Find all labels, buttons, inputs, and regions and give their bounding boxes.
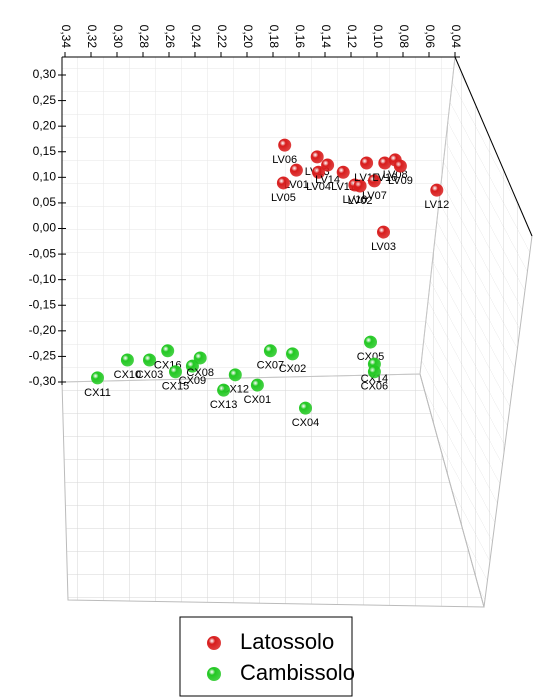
y-tick-label: -0,30 [29, 374, 57, 388]
points: LV06LV01LV05LV13LV04LV14LV11LV10LV02LV15… [84, 138, 449, 429]
point-label: CX02 [279, 363, 307, 375]
point-label: LV06 [272, 154, 297, 166]
point [360, 156, 374, 170]
point [263, 344, 277, 358]
y-tick-label: 0,20 [33, 118, 57, 132]
point [393, 159, 407, 173]
point-label: CX08 [186, 367, 214, 379]
point [193, 351, 207, 365]
point [217, 383, 231, 397]
point-label: LV03 [371, 241, 396, 253]
point [250, 378, 264, 392]
point [430, 183, 444, 197]
point [91, 371, 104, 385]
point [378, 156, 392, 170]
y-tick-label: 0,15 [33, 144, 57, 158]
point [364, 335, 377, 349]
point [353, 179, 367, 193]
point-label: LV07 [362, 190, 387, 202]
x-tick-label: 0,30 [111, 25, 125, 49]
legend-marker [207, 667, 221, 681]
point-label: LV01 [284, 179, 309, 191]
point [120, 353, 134, 367]
point-label: LV10 [342, 194, 367, 206]
x-tick-label: 0,18 [267, 25, 281, 49]
x-tick-label: 0,08 [397, 25, 411, 49]
point [161, 344, 175, 358]
point [377, 225, 390, 239]
y-tick-label: 0,25 [33, 93, 57, 107]
legend-marker [207, 636, 221, 650]
point [143, 353, 156, 367]
point-label: LV16 [372, 172, 397, 184]
point [336, 165, 350, 179]
y-tick-label: -0,05 [29, 246, 57, 260]
point-label: CX07 [257, 360, 285, 372]
x-tick-label: 0,20 [241, 25, 255, 49]
point-label: CX06 [361, 381, 389, 393]
x-tick-label: 0,16 [293, 25, 307, 49]
point [169, 365, 182, 379]
point [185, 359, 199, 373]
point [286, 347, 299, 361]
legend-label: Latossolo [240, 629, 334, 654]
point-label: CX01 [244, 394, 272, 406]
x-tick-label: 0,24 [189, 25, 203, 49]
point [289, 163, 303, 177]
point-label: CX09 [179, 375, 207, 387]
point [299, 401, 312, 415]
point [278, 138, 292, 152]
y-tick-label: 0,10 [33, 170, 57, 184]
point-label: LV09 [388, 175, 413, 187]
point [321, 158, 335, 172]
point [228, 368, 242, 382]
x-tick-label: 0,12 [345, 25, 359, 49]
floor [61, 373, 485, 608]
y-tick-label: 0,00 [33, 221, 57, 235]
x-tick-label: 0,04 [449, 25, 463, 49]
y-tick-label: -0,20 [29, 323, 57, 337]
legend [179, 616, 353, 697]
point [276, 176, 290, 190]
point-label: CX15 [162, 381, 190, 393]
legend-entries: Latossolo Cambissolo [207, 629, 355, 685]
y-tick-label: -0,25 [29, 349, 57, 363]
point [312, 165, 325, 179]
legend-label: Cambissolo [240, 660, 355, 685]
x-tick-label: 0,26 [163, 25, 177, 49]
y-tick-label: 0,05 [33, 195, 57, 209]
x-tick-label: 0,14 [319, 25, 333, 49]
point-label: CX10 [114, 369, 142, 381]
x-tick-label: 0,22 [215, 25, 229, 49]
y-tick-label: -0,10 [29, 272, 57, 286]
point-label: LV04 [306, 181, 331, 193]
point-label: LV14 [315, 174, 340, 186]
y-tick-label: -0,15 [29, 297, 57, 311]
point-label: LV02 [348, 195, 373, 207]
point [367, 365, 381, 379]
point-label: LV12 [424, 199, 449, 211]
x-tick-label: 0,06 [423, 25, 437, 49]
point [367, 174, 381, 188]
point-label: CX13 [210, 399, 238, 411]
y-tick-label: 0,30 [33, 67, 57, 81]
point-label: CX14 [361, 373, 389, 385]
x-tick-label: 0,10 [371, 25, 385, 49]
point-label: CX04 [292, 417, 320, 429]
point-label: CX03 [136, 369, 164, 381]
x-tick-label: 0,32 [85, 25, 99, 49]
x-tick-label: 0,34 [59, 25, 73, 49]
ticks: 0,34 0,32 0,30 0,28 0,26 0,24 0,22 0,20 0,18 0,16… [29, 25, 463, 389]
point-label: LV05 [271, 192, 296, 204]
back-wall [61, 56, 456, 383]
point-label: CX11 [84, 387, 111, 399]
plot-box [61, 55, 533, 608]
x-tick-label: 0,28 [137, 25, 151, 49]
point [310, 150, 324, 164]
z-axis [454, 56, 533, 237]
